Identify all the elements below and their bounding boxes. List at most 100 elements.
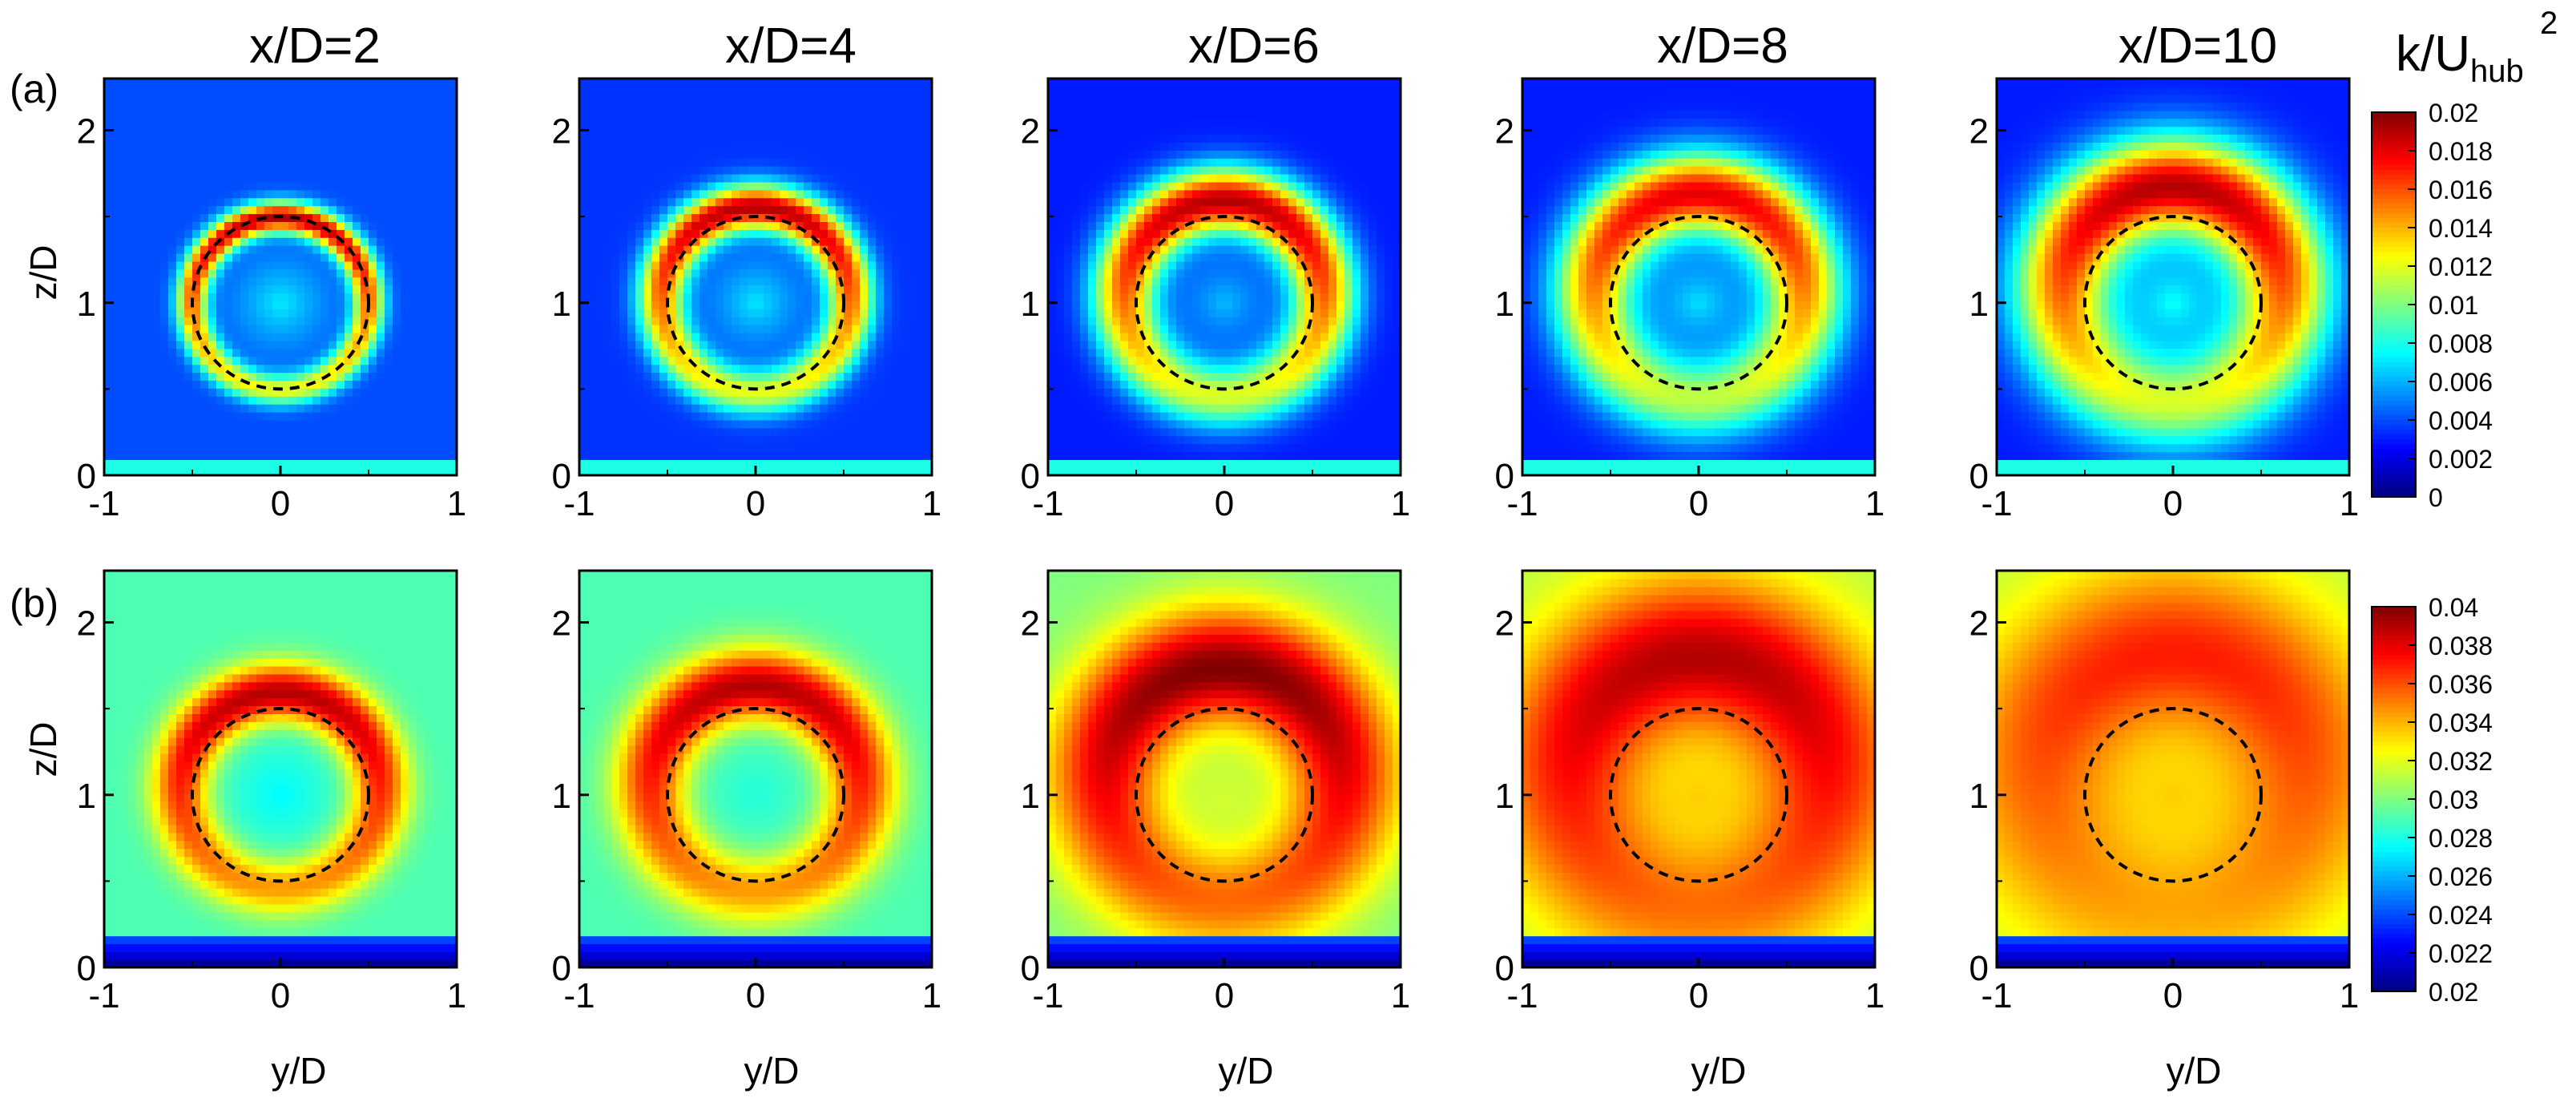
heatmap-cell [385,388,393,397]
heatmap-cell [337,165,345,175]
heatmap-cell [643,158,652,167]
heatmap-cell [248,419,257,429]
heatmap-cell [304,364,313,373]
heatmap-cell [724,403,732,413]
heatmap-cell [667,110,676,119]
heatmap-cell [892,181,901,191]
heatmap-cell [441,411,449,421]
heatmap-cell [892,94,901,103]
heatmap-cell [587,435,596,445]
heatmap-cell [312,419,321,429]
heatmap-cell [876,252,885,262]
heatmap-cell [820,213,828,222]
heatmap-cell [651,356,660,365]
heatmap-cell [320,189,329,199]
heatmap-cell [232,94,241,103]
heatmap-cell [168,403,177,413]
heatmap-cell [756,244,764,254]
heatmap-cell [312,260,321,270]
heatmap-cell [740,126,748,135]
heatmap-cell [272,205,281,215]
heatmap-cell [1072,372,1081,381]
heatmap-cell [369,221,377,230]
heatmap-cell [924,118,932,127]
heatmap-cell [417,285,425,294]
heatmap-cell [740,244,748,254]
heatmap-cell [264,380,273,389]
heatmap-cell [1056,285,1065,294]
heatmap-cell [1048,293,1057,301]
heatmap-cell [788,403,796,413]
heatmap-cell [643,229,652,238]
heatmap-cell [635,260,644,270]
heatmap-cell [619,268,628,278]
heatmap-cell [820,134,828,143]
heatmap-cell [804,396,812,405]
heatmap-cell [112,380,121,389]
heatmap-cell [1056,277,1065,286]
heatmap-cell [184,332,193,341]
heatmap-cell [820,237,828,246]
heatmap-cell [1120,134,1129,143]
heatmap-cell [136,443,145,453]
heatmap-cell [924,317,932,325]
heatmap-cell [683,309,692,317]
heatmap-cell [224,268,233,278]
heatmap-cell [908,380,917,389]
heatmap-cell [820,459,828,468]
heatmap-cell [128,79,137,87]
heatmap-cell [401,142,409,151]
heatmap-cell [892,268,901,278]
heatmap-cell [1056,244,1065,254]
heatmap-cell [272,427,281,437]
heatmap-cell [595,173,604,183]
heatmap-cell [732,301,740,309]
heatmap-cell [1064,134,1073,143]
heatmap-cell [296,189,305,199]
heatmap-cell [312,443,321,453]
heatmap-cell [1056,126,1065,135]
heatmap-cell [288,467,297,475]
heatmap-cell [320,443,329,453]
heatmap-cell [120,309,129,317]
heatmap-cell [112,142,121,151]
heatmap-cell [724,213,732,222]
heatmap-cell [192,451,201,460]
heatmap-cell [1080,142,1089,151]
heatmap-cell [812,317,820,325]
heatmap-cell [377,244,385,254]
heatmap-cell [353,150,361,159]
heatmap-cell [401,324,409,333]
heatmap-cell [369,252,377,262]
heatmap-cell [844,451,853,460]
heatmap-cell [337,221,345,230]
heatmap-cell [1064,150,1073,159]
heatmap-cell [345,459,353,468]
heatmap-cell [441,150,449,159]
heatmap-cell [1080,317,1089,325]
heatmap-cell [860,348,869,357]
heatmap-cell [337,229,345,238]
heatmap-cell [104,189,113,199]
heatmap-cell [1104,340,1113,349]
heatmap-cell [337,332,345,341]
heatmap-cell [417,165,425,175]
heatmap-cell [1056,340,1065,349]
heatmap-cell [329,260,337,270]
heatmap-cell [168,229,177,238]
heatmap-cell [635,435,644,445]
heatmap-cell [353,189,361,199]
heatmap-cell [1112,348,1121,357]
heatmap-cell [756,252,764,262]
heatmap-cell [280,372,289,381]
heatmap-cell [756,411,764,421]
heatmap-cell [385,364,393,373]
heatmap-cell [152,165,161,175]
heatmap-cell [756,324,764,333]
heatmap-cell [104,221,113,230]
heatmap-cell [184,118,193,127]
heatmap-cell [724,301,732,309]
heatmap-cell [579,309,588,317]
heatmap-cell [353,110,361,119]
heatmap-cell [361,364,369,373]
